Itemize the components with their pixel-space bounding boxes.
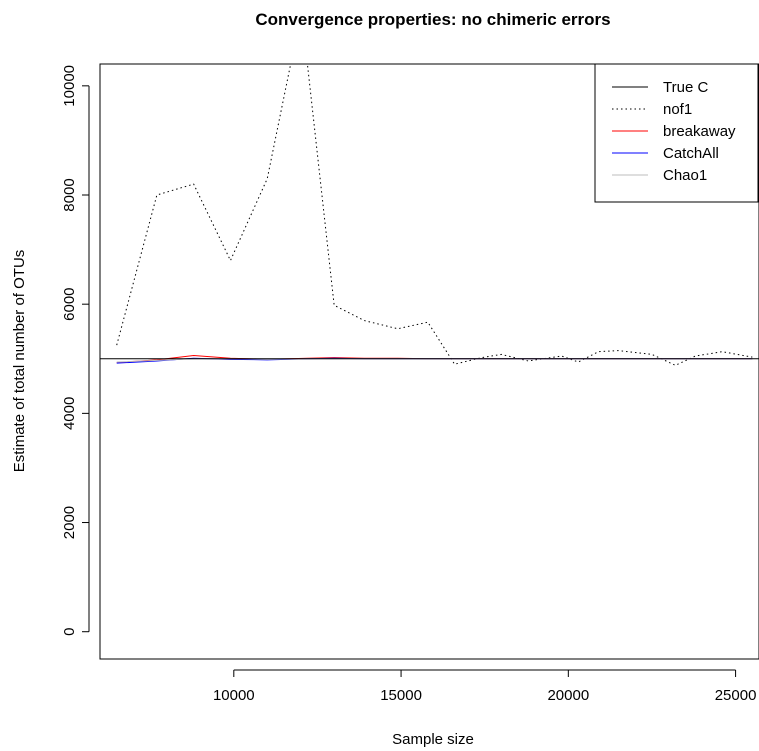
x-tick-label: 10000 [213,687,255,704]
y-tick-label: 0 [61,628,78,636]
legend: True C nof1 breakaway CatchAll Chao1 [594,63,759,203]
x-tick-label: 20000 [547,687,589,704]
y-tick-label: 2000 [61,506,78,539]
plot-lines [100,64,759,366]
legend-label: True C [663,79,708,96]
legend-label: breakaway [663,123,736,140]
x-tick-label: 25000 [715,687,757,704]
y-axis: 0 2000 4000 6000 8000 10000 [61,65,90,636]
y-tick-label: 8000 [61,178,78,211]
y-tick-label: 4000 [61,397,78,430]
legend-label: CatchAll [663,145,719,162]
y-tick-label: 10000 [61,65,78,107]
y-axis-label: Estimate of total number of OTUs [11,250,28,473]
x-axis-label: Sample size [392,731,474,748]
y-tick-label: 6000 [61,287,78,320]
legend-label: nof1 [663,101,692,118]
x-tick-label: 15000 [380,687,422,704]
legend-label: Chao1 [663,167,707,184]
x-axis: 10000 15000 20000 25000 [213,669,757,704]
chart-title: Convergence properties: no chimeric erro… [255,10,610,29]
plot-area [99,63,759,660]
